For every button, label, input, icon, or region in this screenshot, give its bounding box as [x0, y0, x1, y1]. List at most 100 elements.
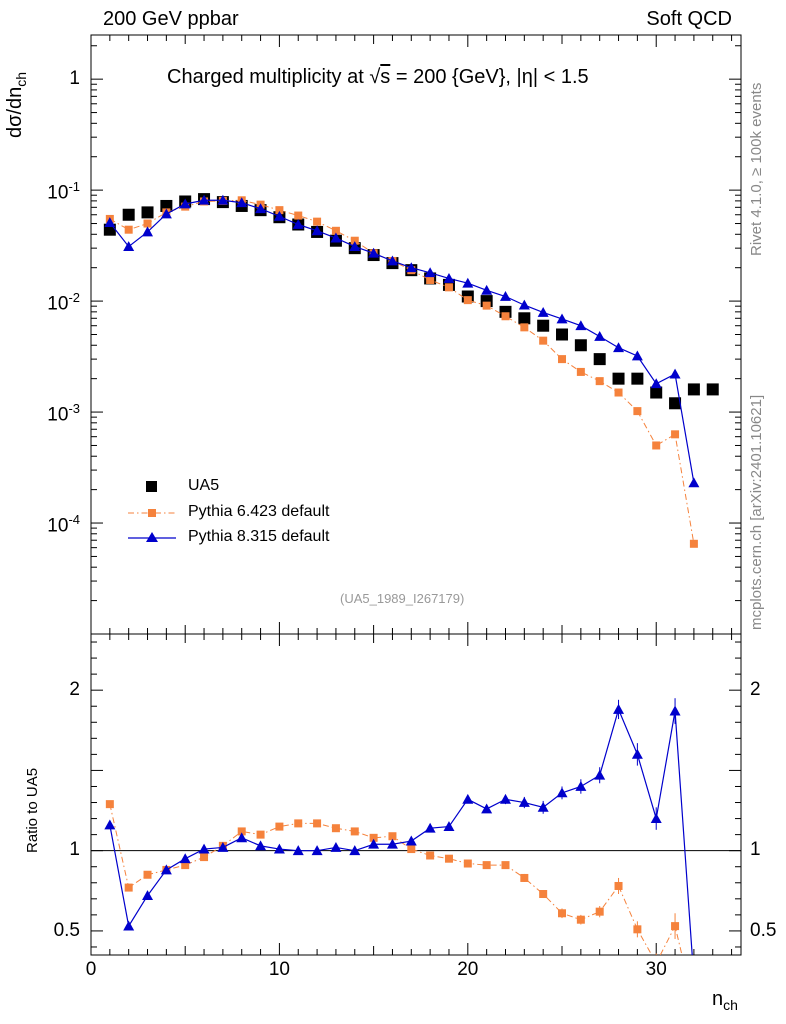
- pythia8-point: [104, 217, 116, 227]
- main-axis-ticks: [90, 35, 741, 635]
- ratio-pythia6-point: [463, 859, 472, 868]
- pythia6-point: [444, 283, 453, 292]
- x-axis-label-main: n: [712, 988, 724, 1010]
- ratio-y-tick-label-right: 0.5: [750, 919, 777, 941]
- ratio-pythia8-point: [405, 835, 417, 846]
- ratio-pythia6-point: [501, 861, 510, 870]
- ratio-pythia8-point: [236, 832, 248, 843]
- ratio-pythia8-point: [575, 780, 587, 791]
- ratio-pythia8-point: [104, 819, 116, 830]
- pythia6-point: [313, 217, 322, 226]
- pythia8-point: [179, 198, 191, 209]
- pythia8-point: [160, 208, 172, 219]
- pythia8-point: [462, 277, 474, 288]
- ratio-pythia8-point: [537, 801, 549, 812]
- pythia8-point: [273, 210, 285, 221]
- ratio-panel-frame: [90, 633, 742, 956]
- ratio-pythia8-point: [669, 705, 681, 716]
- main-y-axis-label: dσ/dnch: [4, 72, 29, 138]
- ratio-pythia6-point: [350, 827, 359, 836]
- x-axis-label: nch: [712, 988, 738, 1013]
- ratio-pythia8-point: [650, 813, 662, 823]
- ratio-pythia6-point: [482, 861, 491, 870]
- x-axis-label-sub: ch: [723, 997, 738, 1013]
- legend: [128, 481, 176, 542]
- chart-title-root: √: [369, 66, 381, 88]
- ratio-y-tick-label-left: 2: [69, 678, 80, 700]
- pythia8-point: [198, 194, 210, 205]
- ratio-x-tick-label: 0: [85, 958, 97, 980]
- pythia6-point: [143, 219, 152, 228]
- ratio-pythia6-point: [313, 819, 322, 828]
- main-y-axis-label-sub: ch: [13, 71, 29, 87]
- ua5-point: [537, 319, 550, 332]
- ratio-pythia6-point: [539, 890, 548, 899]
- ratio-pythia8-point: [217, 841, 229, 852]
- pythia6-point: [275, 206, 284, 215]
- pythia8-point: [575, 320, 587, 331]
- pythia8-point: [499, 291, 511, 301]
- ratio-pythia6-point: [105, 800, 114, 809]
- pythia8-point: [368, 247, 380, 258]
- pythia6-point: [520, 323, 529, 332]
- pythia6-point: [539, 336, 548, 345]
- header-left: 200 GeV ppbar: [103, 8, 239, 30]
- main-y-tick-label: 1: [69, 67, 80, 89]
- ratio-pythia8-point: [481, 803, 493, 814]
- ratio-pythia6-line: [109, 804, 683, 955]
- ratio-y-axis-label: Ratio to UA5: [24, 767, 41, 853]
- ratio-pythia6-point: [143, 870, 152, 879]
- ratio-pythia8-point: [594, 769, 606, 780]
- chart-title-post: = 200 {GeV}, |η| < 1.5: [390, 66, 589, 88]
- ratio-pythia6-point: [200, 853, 209, 862]
- pythia8-point: [424, 267, 436, 278]
- ratio-pythia8-point: [198, 843, 210, 854]
- ratio-x-tick-label: 30: [645, 958, 667, 980]
- ratio-y-tick-label-left: 1: [69, 839, 80, 861]
- pythia6-point: [614, 388, 623, 397]
- ratio-x-tick-label: 20: [457, 958, 479, 980]
- analysis-tag: (UA5_1989_I267179): [340, 591, 465, 606]
- ratio-pythia6-point: [294, 819, 303, 828]
- ua5-point: [122, 208, 135, 221]
- ratio-pythia6-point: [595, 907, 604, 916]
- legend-label-pythia6: Pythia 6.423 default: [188, 503, 330, 520]
- ratio-pythia8-point: [179, 853, 191, 864]
- pythia8-line: [109, 199, 695, 483]
- pythia8-point: [123, 241, 135, 251]
- pythia8-point: [481, 284, 493, 295]
- pythia8-point: [386, 255, 398, 266]
- ratio-pythia8-point: [688, 974, 699, 984]
- main-y-tick-label: 10-4: [47, 511, 80, 536]
- ratio-pythia6-point: [614, 881, 623, 890]
- pythia6-point: [426, 275, 435, 284]
- pythia8-point: [556, 313, 568, 324]
- ratio-pythia8-point: [292, 845, 304, 856]
- ratio-pythia8-point: [311, 845, 323, 856]
- ratio-pythia8-point: [273, 843, 285, 854]
- ratio-pythia6-point: [369, 833, 378, 842]
- pythia8-point: [292, 219, 304, 229]
- ratio-pythia6-point: [444, 854, 453, 863]
- ratio-pythia8-line: [109, 707, 693, 955]
- ratio-pythia6-point: [671, 922, 680, 931]
- ratio-axis-ticks: [90, 634, 741, 955]
- pythia8-point: [349, 241, 361, 251]
- ratio-pythia8-point: [142, 890, 154, 901]
- ratio-pythia8-point: [462, 793, 474, 804]
- ratio-pythia8-point: [123, 920, 135, 931]
- main-series-layer: [103, 193, 719, 548]
- pythia8-point: [236, 197, 248, 208]
- pythia8-point: [443, 272, 455, 283]
- ua5-point: [518, 312, 531, 325]
- pythia8-point: [537, 306, 549, 317]
- chart-title-s: s: [380, 66, 391, 88]
- ratio-pythia8-point: [424, 822, 436, 833]
- ua5-point: [574, 339, 587, 352]
- header-right: Soft QCD: [646, 8, 732, 30]
- legend-label-pythia8: Pythia 8.315 default: [188, 528, 330, 545]
- pythia8-point: [255, 203, 267, 214]
- pythia6-point: [652, 441, 661, 450]
- ratio-pythia8-point: [443, 821, 455, 831]
